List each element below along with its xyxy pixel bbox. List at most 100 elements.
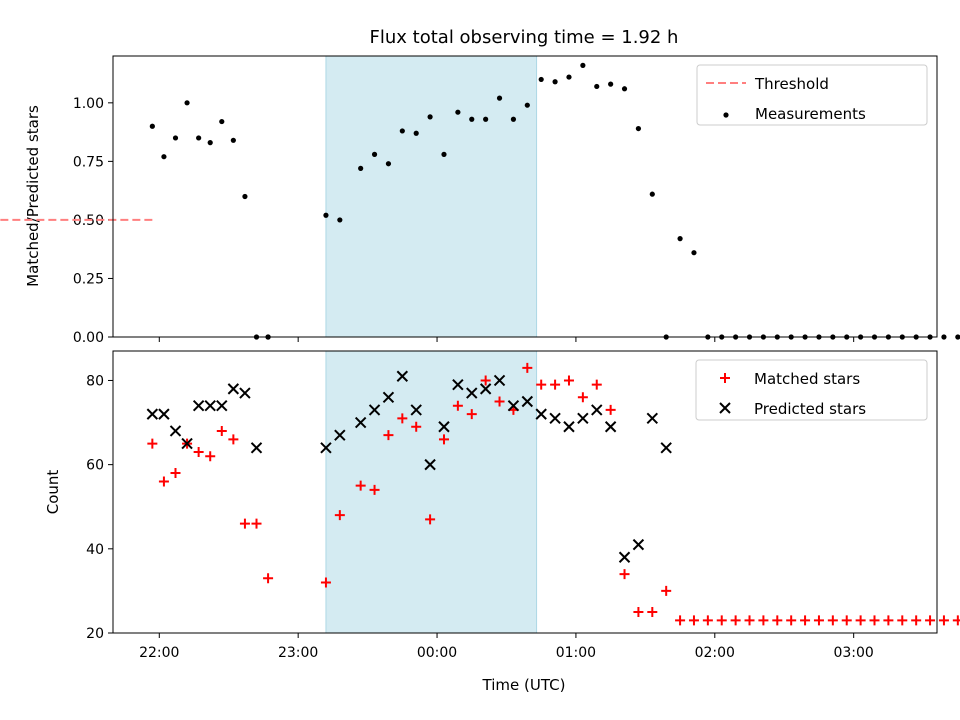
- data-point: [337, 217, 343, 223]
- data-point: [566, 74, 572, 80]
- data-point: [646, 412, 659, 425]
- series-matched-stars: [147, 362, 960, 626]
- legend-label: Predicted stars: [754, 400, 866, 418]
- data-point: [230, 137, 236, 143]
- data-point: [263, 573, 274, 584]
- data-point: [494, 396, 505, 407]
- data-point: [925, 615, 936, 626]
- y-tick-label: 40: [86, 542, 104, 558]
- data-point: [633, 606, 644, 617]
- data-point: [632, 538, 645, 551]
- data-point: [320, 442, 332, 454]
- data-point: [827, 615, 838, 626]
- data-point: [483, 116, 489, 122]
- y-tick-label: 1.00: [73, 96, 104, 112]
- data-point: [184, 100, 190, 106]
- legend-box: [696, 64, 928, 126]
- data-point: [469, 116, 475, 122]
- data-point: [334, 429, 346, 441]
- data-point: [952, 615, 960, 626]
- data-point: [635, 125, 642, 132]
- data-point: [786, 615, 797, 626]
- data-point: [466, 409, 477, 420]
- data-point: [396, 370, 409, 382]
- data-point: [772, 615, 783, 626]
- data-point: [577, 392, 588, 403]
- data-point: [219, 118, 225, 125]
- data-point: [563, 421, 575, 433]
- data-point: [149, 123, 155, 129]
- y-tick-label: 0.00: [73, 330, 104, 346]
- data-point: [355, 480, 366, 491]
- data-point: [608, 81, 614, 87]
- data-point: [549, 412, 561, 425]
- y-axis-label-bottom: Count: [44, 470, 62, 515]
- data-point: [691, 250, 697, 256]
- data-point: [604, 421, 617, 433]
- data-point: [399, 128, 405, 134]
- data-point: [251, 518, 262, 529]
- data-point: [216, 400, 228, 412]
- data-point: [855, 615, 866, 626]
- legend: Matched stars Predicted stars: [695, 359, 928, 421]
- data-point: [466, 387, 478, 399]
- data-point: [242, 193, 248, 200]
- data-point: [158, 408, 170, 420]
- x-tick-label: 00:00: [417, 645, 457, 661]
- legend: Threshold Measurements: [696, 64, 928, 126]
- data-point: [496, 95, 503, 101]
- data-point: [591, 379, 602, 390]
- data-point: [577, 412, 589, 425]
- data-point: [354, 416, 367, 429]
- y-tick-label: 80: [86, 373, 104, 389]
- data-point: [205, 451, 216, 462]
- data-point: [660, 442, 672, 454]
- data-point: [216, 425, 227, 436]
- data-point: [320, 577, 331, 588]
- data-point: [239, 518, 250, 529]
- data-point: [550, 379, 561, 390]
- plot-frame: [112, 55, 938, 338]
- data-point: [369, 484, 380, 495]
- y-tick-label: 0.25: [73, 271, 104, 287]
- data-point: [580, 62, 586, 68]
- data-point: [250, 442, 263, 454]
- data-point: [411, 421, 422, 432]
- data-point: [172, 135, 179, 141]
- data-point: [552, 79, 558, 85]
- data-point: [228, 434, 239, 445]
- data-point: [955, 334, 960, 340]
- data-point: [438, 421, 450, 433]
- data-point: [677, 236, 683, 242]
- legend-marker: [719, 402, 731, 414]
- series-predicted-stars: [146, 370, 672, 563]
- data-point: [510, 116, 517, 122]
- data-point: [196, 135, 202, 141]
- data-point: [455, 109, 461, 115]
- data-point: [521, 395, 534, 408]
- data-point: [425, 514, 436, 525]
- chart-title: Flux total observing time = 1.92 h: [370, 27, 679, 48]
- observing-window-band: [325, 350, 538, 634]
- data-point: [192, 400, 205, 412]
- data-point: [535, 408, 547, 420]
- data-point: [382, 391, 395, 404]
- data-point: [758, 615, 769, 626]
- panel-count: 20 40 60 80 22:00 23:00 00:00 01:00 02:00 03:00 Ma…: [86, 350, 960, 661]
- legend-marker: [720, 373, 730, 383]
- data-point: [427, 114, 433, 120]
- data-point: [507, 400, 520, 412]
- legend-box: [695, 359, 928, 421]
- plot-frame: [112, 350, 938, 634]
- data-point: [193, 447, 204, 458]
- data-point: [883, 615, 894, 626]
- legend-label: Matched stars: [754, 370, 860, 388]
- legend-label: Measurements: [755, 105, 866, 123]
- legend-label: Threshold: [754, 75, 829, 93]
- data-point: [441, 151, 447, 157]
- data-point: [334, 510, 345, 521]
- y-axis-label-top: Matched/Predicted stars: [24, 105, 42, 287]
- data-point: [744, 615, 755, 626]
- data-point: [522, 362, 533, 373]
